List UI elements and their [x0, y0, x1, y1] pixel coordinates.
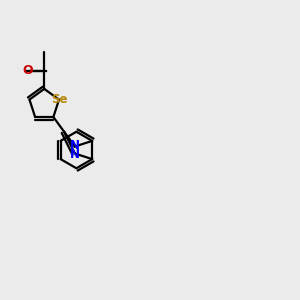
- Text: N: N: [70, 148, 80, 161]
- Text: Se: Se: [51, 93, 67, 106]
- Text: N: N: [70, 139, 80, 152]
- Text: O: O: [23, 64, 33, 77]
